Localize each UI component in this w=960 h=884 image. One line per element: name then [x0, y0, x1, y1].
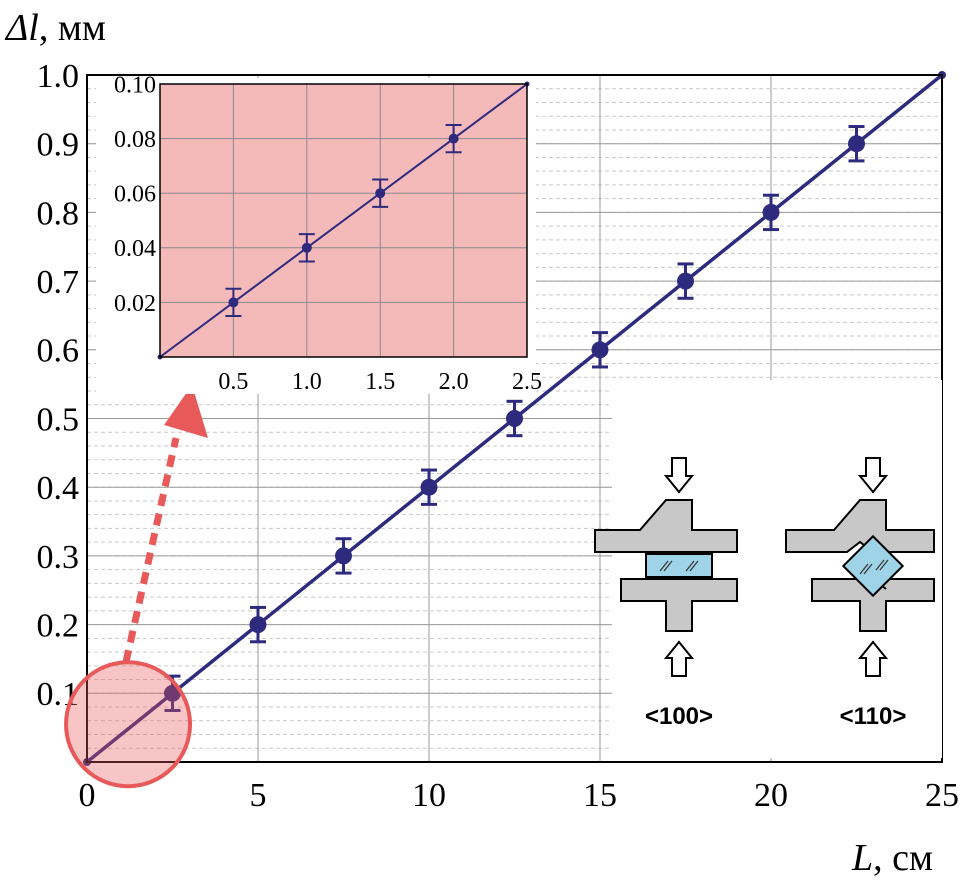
- crystal-100: [645, 553, 713, 578]
- top-anvil: [594, 499, 738, 553]
- zoom-arrow-head-icon: [164, 385, 208, 438]
- compression-diagram: <100> <110>: [594, 380, 942, 758]
- highlight-circle: [64, 660, 193, 789]
- data-point: [677, 262, 694, 300]
- x-tick-label: 2.5: [512, 369, 542, 395]
- data-point: [420, 468, 438, 506]
- fit-line: [159, 83, 528, 358]
- data-point: [506, 399, 523, 438]
- data-point: [249, 605, 267, 644]
- bottom-arrow-icon: [857, 640, 889, 677]
- y-tick-label: 0.2: [37, 608, 80, 645]
- y-tick-label: 0.8: [37, 195, 80, 232]
- y-tick-label: 0.4: [37, 470, 80, 507]
- y-tick-label: 0.04: [114, 236, 156, 262]
- bottom-arrow-icon: [663, 640, 695, 677]
- data-point: [848, 125, 865, 163]
- data-point: [445, 123, 462, 154]
- y-tick-label: 0.5: [37, 401, 80, 438]
- inset-frame: [159, 83, 528, 358]
- bottom-anvil: [620, 578, 738, 632]
- x-tick-label: 5: [250, 777, 267, 814]
- y-tick-label: 1.0: [37, 58, 80, 95]
- x-axis-label: L, см: [851, 837, 933, 879]
- y-tick-label: 0.7: [37, 264, 80, 301]
- diagram-110: <110>: [785, 457, 935, 730]
- y-tick-label: 0.02: [114, 291, 156, 317]
- data-point: [298, 233, 315, 263]
- x-tick-label: 1.5: [365, 369, 395, 395]
- crystal-hatch: [859, 559, 889, 575]
- data-point: [372, 178, 389, 208]
- y-tick-label: 0.6: [37, 333, 80, 370]
- main-data-points: [164, 125, 865, 712]
- y-tick-label: 0.9: [37, 127, 80, 164]
- x-tick-label: 1.0: [292, 369, 322, 395]
- data-point: [225, 287, 242, 318]
- inset-data-points: [225, 123, 462, 318]
- x-tick-label: 0.5: [218, 369, 248, 395]
- data-point: [762, 193, 780, 232]
- y-axis-label: Δl, мм: [4, 7, 106, 49]
- orientation-label-100: <100>: [645, 703, 713, 730]
- inset-chart: 0.5 1.0 1.5 2.0 2.5 0.02 0.04 0.06 0.08 0.10: [96, 72, 542, 395]
- y-tick-label: 0.10: [114, 72, 156, 98]
- y-tick-label: 0.06: [114, 182, 156, 208]
- data-point: [335, 537, 352, 575]
- x-tick-label: 25: [925, 777, 959, 814]
- diagram-100: <100>: [594, 457, 738, 730]
- top-arrow-icon: [663, 457, 695, 494]
- top-arrow-icon: [857, 457, 889, 494]
- crystal-110: [841, 534, 905, 598]
- crystal-hatch: [659, 560, 699, 572]
- x-tick-label: 2.0: [439, 369, 469, 395]
- plot-frame: [159, 83, 528, 358]
- orientation-label-110: <110>: [840, 703, 907, 730]
- y-tick-label: 0.3: [37, 539, 80, 576]
- data-point: [591, 331, 609, 369]
- zoom-highlight: [64, 385, 208, 789]
- x-tick-label: 0: [79, 777, 96, 814]
- inset-tick-labels: 0.5 1.0 1.5 2.0 2.5 0.02 0.04 0.06 0.08 0.10: [114, 72, 542, 395]
- y-tick-label: 0.08: [114, 127, 156, 153]
- main-tick-labels: 0 5 10 15 20 250.10.20.30.40.50.60.70.80.91.0: [37, 58, 960, 814]
- x-tick-label: 15: [583, 777, 617, 814]
- x-tick-label: 10: [412, 777, 446, 814]
- x-tick-label: 20: [754, 777, 788, 814]
- zoom-arrow-line: [122, 437, 180, 663]
